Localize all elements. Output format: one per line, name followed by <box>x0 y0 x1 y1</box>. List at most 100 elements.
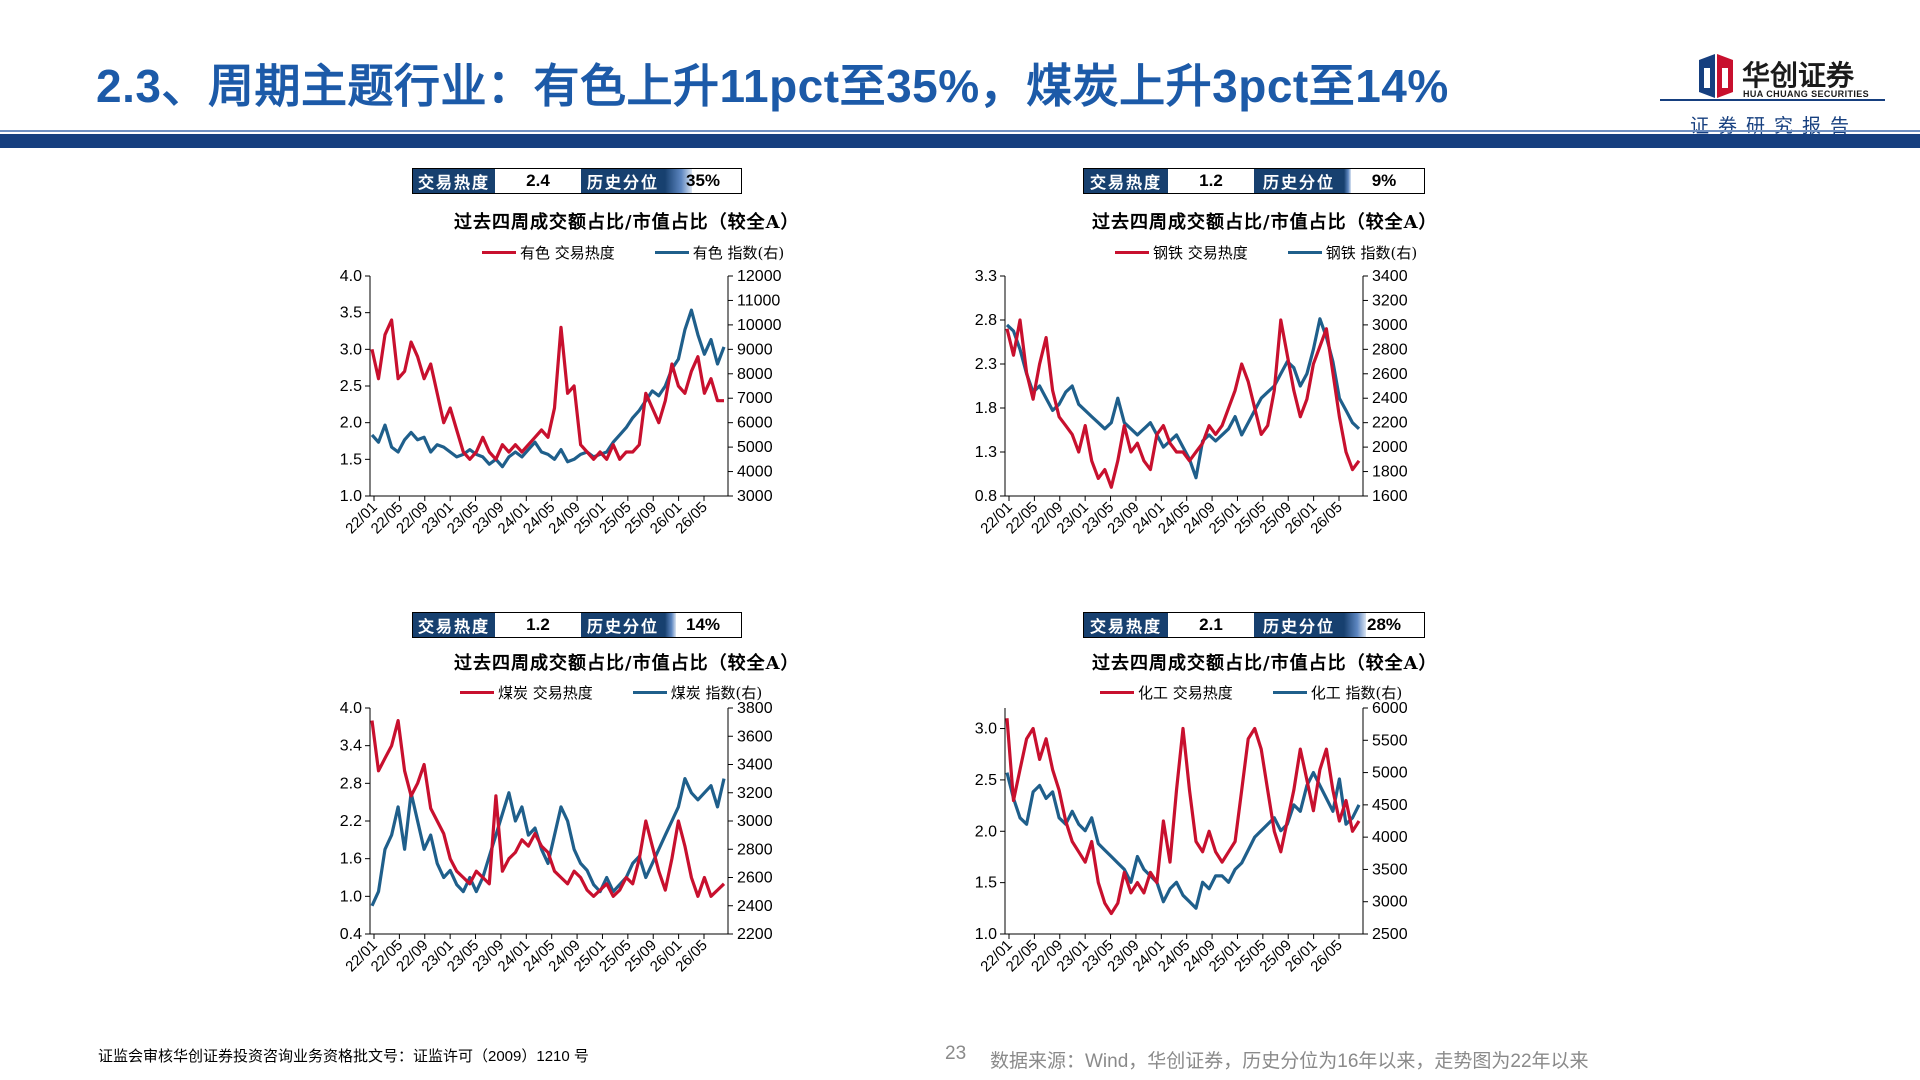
y-tick-label-left: 0.4 <box>340 926 362 943</box>
y-tick-label-right: 8000 <box>737 366 773 383</box>
y-tick-label-right: 3400 <box>737 757 773 774</box>
line-chart: 1.0 1.5 2.0 2.5 3.0 2500 3000 3500 4000 4500 5000 5… <box>975 700 1408 975</box>
y-tick-label-left: 2.0 <box>340 415 362 432</box>
y-tick-label-right: 3000 <box>737 813 773 830</box>
y-tick-label-left: 2.5 <box>340 378 362 395</box>
y-tick-label-left: 1.3 <box>975 444 997 461</box>
series-line-heat <box>370 318 724 461</box>
y-tick-label-right: 5000 <box>737 439 773 456</box>
pctile-value: 14% <box>665 613 741 637</box>
y-tick-label-right: 4000 <box>737 464 773 481</box>
y-tick-label-right: 3500 <box>1372 861 1408 878</box>
chart-legend: 钢铁 交易热度 钢铁 指数(右) <box>1115 242 1457 263</box>
legend-item-index: 化工 指数(右) <box>1272 682 1402 703</box>
chart-title: 过去四周成交额占比/市值占比（较全A） <box>1092 212 1438 233</box>
logo-mark-icon <box>1699 54 1733 98</box>
data-source: 数据来源：Wind，华创证券，历史分位为16年以来，走势图为22年以来 <box>990 1051 1589 1072</box>
y-tick-label-left: 2.3 <box>975 356 997 373</box>
brand-logo: 华创证券 HUA CHUANG SECURITIES <box>1660 50 1900 110</box>
pctile-bar <box>665 169 692 193</box>
y-tick-label-right: 2600 <box>737 870 773 887</box>
plot-area: 1.0 1.5 2.0 2.5 3.0 2500 3000 3500 4000 4500 5000 5… <box>975 700 1408 975</box>
heat-value: 1.2 <box>1168 169 1254 193</box>
y-tick-label-right: 2400 <box>737 898 773 915</box>
pctile-value: 35% <box>665 169 741 193</box>
y-tick-label-right: 1800 <box>1372 464 1408 481</box>
logo-text-cn: 华创证券 <box>1742 60 1855 91</box>
pctile-bar <box>1344 613 1367 637</box>
y-tick-label-left: 1.5 <box>340 451 362 468</box>
y-tick-label-right: 10000 <box>737 317 782 334</box>
pctile-label: 历史分位 <box>581 169 665 193</box>
y-tick-label-right: 3000 <box>1372 894 1408 911</box>
chart-title: 过去四周成交额占比/市值占比（较全A） <box>454 653 800 674</box>
y-tick-label-right: 2500 <box>1372 926 1408 943</box>
y-tick-label-right: 4500 <box>1372 797 1408 814</box>
pctile-label: 历史分位 <box>581 613 665 637</box>
legend-item-index: 有色 指数(右) <box>654 242 784 263</box>
header-rule-thin <box>0 130 1920 132</box>
y-tick-label-right: 2000 <box>1372 439 1408 456</box>
heat-indicator: 交易热度 2.4 历史分位 35% <box>412 168 742 194</box>
y-tick-label-left: 2.0 <box>975 823 997 840</box>
series-line-heat <box>370 719 726 898</box>
y-tick-label-right: 2600 <box>1372 366 1408 383</box>
y-tick-label-right: 1600 <box>1372 488 1408 505</box>
logo-underline <box>1660 99 1885 101</box>
chart-panel-metals: 交易热度 2.4 历史分位 35% 过去四周成交额占比/市值占比（较全A） 有色… <box>330 168 930 598</box>
y-tick-label-left: 1.5 <box>975 875 997 892</box>
line-chart: 0.8 1.3 1.8 2.3 2.8 3.3 1600 1800 2000 2200 2400 26… <box>975 268 1408 537</box>
pctile-bar <box>1344 169 1352 193</box>
logo-text-en: HUA CHUANG SECURITIES <box>1743 89 1870 99</box>
y-tick-label-right: 3600 <box>737 728 773 745</box>
y-tick-label-right: 9000 <box>737 341 773 358</box>
y-tick-label-left: 3.0 <box>340 341 362 358</box>
series-line-index <box>370 308 726 469</box>
pctile-value: 9% <box>1344 169 1424 193</box>
y-tick-label-right: 12000 <box>737 268 782 285</box>
heat-value: 2.4 <box>495 169 581 193</box>
y-tick-label-right: 3400 <box>1372 268 1408 285</box>
y-tick-label-right: 5000 <box>1372 765 1408 782</box>
legend-item-index: 煤炭 指数(右) <box>632 682 762 703</box>
y-tick-label-right: 2800 <box>737 841 773 858</box>
chart-title: 过去四周成交额占比/市值占比（较全A） <box>454 212 800 233</box>
chart-legend: 煤炭 交易热度 煤炭 指数(右) <box>460 682 802 703</box>
chart-legend: 化工 交易热度 化工 指数(右) <box>1100 682 1442 703</box>
chart-panel-steel: 交易热度 1.2 历史分位 9% 过去四周成交额占比/市值占比（较全A） 钢铁 … <box>965 168 1565 598</box>
y-tick-label-left: 3.0 <box>975 721 997 738</box>
y-tick-label-left: 1.6 <box>340 851 362 868</box>
chart-panel-coal: 交易热度 1.2 历史分位 14% 过去四周成交额占比/市值占比（较全A） 煤炭… <box>330 612 930 1042</box>
y-tick-label-right: 2800 <box>1372 341 1408 358</box>
y-tick-label-right: 5500 <box>1372 732 1408 749</box>
series-line-heat <box>1005 318 1361 489</box>
heat-value: 1.2 <box>495 613 581 637</box>
line-chart: 1.0 1.5 2.0 2.5 3.0 3.5 4.0 3000 4000 5000 6000 700… <box>340 268 782 537</box>
y-tick-label-right: 2200 <box>737 926 773 943</box>
chart-legend: 有色 交易热度 有色 指数(右) <box>482 242 824 263</box>
heat-label: 交易热度 <box>413 169 495 193</box>
y-tick-label-left: 3.5 <box>340 305 362 322</box>
y-tick-label-left: 2.2 <box>340 813 362 830</box>
y-tick-label-left: 1.8 <box>975 400 997 417</box>
series-line-heat <box>1005 718 1361 916</box>
page-number: 23 <box>945 1043 967 1064</box>
heat-label: 交易热度 <box>1084 169 1168 193</box>
y-tick-label-left: 1.0 <box>340 888 362 905</box>
legend-item-index: 钢铁 指数(右) <box>1287 242 1417 263</box>
legend-item-heat: 化工 交易热度 <box>1100 682 1233 703</box>
page-title: 2.3、周期主题行业：有色上升11pct至35%，煤炭上升3pct至14% <box>96 60 1449 112</box>
chart-title: 过去四周成交额占比/市值占比（较全A） <box>1092 653 1438 674</box>
y-tick-label-right: 3200 <box>737 785 773 802</box>
y-tick-label-left: 2.5 <box>975 772 997 789</box>
legend-item-heat: 煤炭 交易热度 <box>460 682 593 703</box>
legend-item-heat: 钢铁 交易热度 <box>1115 242 1248 263</box>
y-tick-label-left: 4.0 <box>340 700 362 717</box>
line-chart: 0.4 1.0 1.6 2.2 2.8 3.4 4.0 2200 2400 2600 2800 300… <box>340 700 773 975</box>
y-tick-label-left: 1.0 <box>340 488 362 505</box>
y-tick-label-right: 3000 <box>1372 317 1408 334</box>
y-tick-label-left: 3.4 <box>340 738 362 755</box>
pctile-label: 历史分位 <box>1254 613 1344 637</box>
y-tick-label-right: 4000 <box>1372 829 1408 846</box>
y-tick-label-right: 3200 <box>1372 292 1408 309</box>
